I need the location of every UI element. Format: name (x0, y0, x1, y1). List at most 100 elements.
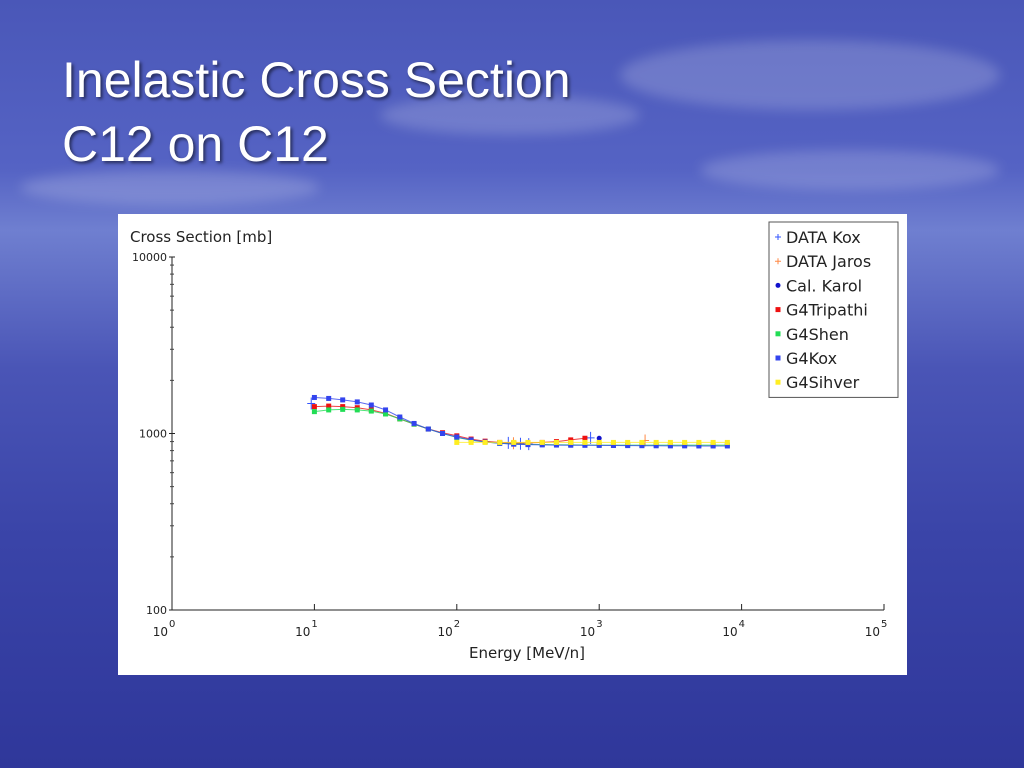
x-tick-label: 10 (153, 625, 168, 639)
legend-label: G4Sihver (786, 373, 860, 392)
data-point (326, 403, 332, 409)
slide-title: Inelastic Cross Section C12 on C12 (62, 48, 571, 176)
series-g4sihver (454, 439, 730, 445)
x-axis-label: Energy [MeV/n] (469, 644, 585, 662)
y-tick-label: 1000 (139, 428, 167, 441)
data-point (568, 442, 574, 448)
data-point (311, 404, 317, 410)
data-point (710, 439, 716, 445)
data-point (625, 443, 631, 449)
data-point (667, 443, 673, 449)
background-cloud (380, 95, 640, 135)
data-point (596, 442, 602, 448)
data-point (610, 443, 616, 449)
legend-label: G4Shen (786, 325, 849, 344)
x-tick-exponent: 3 (596, 619, 602, 630)
legend-marker (775, 331, 781, 337)
legend-label: Cal. Karol (786, 276, 862, 295)
background-cloud (620, 40, 1000, 110)
x-tick-label: 10 (438, 625, 453, 639)
legend-marker (775, 282, 781, 288)
chart-panel: Cross Section [mb] Energy [MeV/n] 10 0 10 1… (118, 214, 907, 675)
data-point (368, 402, 374, 408)
data-point (724, 443, 730, 449)
data-point (354, 407, 360, 413)
data-point (340, 404, 346, 410)
data-point (667, 439, 673, 445)
legend-label: G4Tripathi (786, 301, 868, 320)
data-point (653, 439, 659, 445)
data-point (553, 442, 559, 448)
y-tick-label: 100 (146, 604, 167, 617)
data-point (653, 443, 659, 449)
data-point (568, 439, 574, 445)
data-point (710, 443, 716, 449)
data-point (340, 397, 346, 403)
legend: DATA Kox DATA Jaros Cal. Karol G4Tripathi G4… (768, 221, 899, 398)
chart-canvas: Cross Section [mb] Energy [MeV/n] 100101… (130, 221, 899, 662)
data-point (610, 439, 616, 445)
legend-label: DATA Kox (786, 228, 861, 247)
data-point (596, 439, 602, 445)
x-tick-label: 10 (722, 625, 737, 639)
data-point (525, 439, 531, 445)
slide-title-line-2: C12 on C12 (62, 116, 329, 172)
data-point (383, 407, 389, 413)
data-point (383, 411, 389, 417)
data-point (582, 442, 588, 448)
legend-marker (775, 355, 781, 361)
data-point (568, 437, 574, 443)
data-point (354, 399, 360, 405)
series-cal-karol (596, 435, 602, 441)
x-tick-exponent: 1 (311, 619, 317, 630)
x-tick-exponent: 2 (454, 619, 460, 630)
series-g4kox (311, 394, 730, 449)
y-tick-label: 10000 (132, 251, 167, 264)
legend-label: DATA Jaros (786, 252, 871, 271)
data-point (468, 439, 474, 445)
data-point (307, 397, 316, 410)
data-point (497, 439, 503, 445)
data-point (682, 443, 688, 449)
x-tick-label: 10 (580, 625, 595, 639)
data-point (639, 439, 645, 445)
x-tick-exponent: 5 (881, 619, 887, 630)
data-point (425, 426, 431, 432)
data-point (411, 420, 417, 426)
x-tick-label: 10 (865, 625, 880, 639)
legend-marker (775, 307, 781, 313)
data-point (696, 443, 702, 449)
data-point (596, 435, 602, 441)
data-point (368, 408, 374, 414)
data-point (340, 406, 346, 412)
data-point (326, 407, 332, 413)
data-point (311, 394, 317, 400)
data-point (454, 439, 460, 445)
legend-marker (775, 379, 781, 385)
legend-marker (775, 258, 781, 265)
background-cloud (20, 170, 320, 205)
data-point (639, 443, 645, 449)
x-tick-exponent: 4 (739, 619, 745, 630)
x-tick-label: 10 (295, 625, 310, 639)
data-point (724, 439, 730, 445)
data-point (582, 435, 588, 441)
data-point (326, 395, 332, 401)
data-point (454, 434, 460, 440)
data-point (553, 439, 559, 445)
data-point (539, 439, 545, 445)
data-point (468, 437, 474, 443)
plot-area (307, 394, 730, 451)
data-point (440, 431, 446, 436)
data-point (511, 439, 517, 445)
legend-marker (775, 234, 781, 240)
data-point (482, 439, 488, 445)
data-point (682, 439, 688, 445)
slide-title-line-1: Inelastic Cross Section (62, 52, 571, 108)
data-point (582, 439, 588, 445)
data-point (397, 414, 403, 420)
data-point (696, 439, 702, 445)
y-axis-label: Cross Section [mb] (130, 228, 272, 246)
background-cloud (700, 150, 1000, 190)
